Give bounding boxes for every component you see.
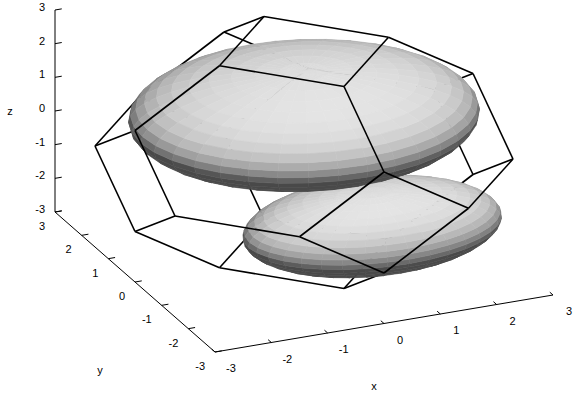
svg-text:z: z — [7, 105, 13, 117]
svg-text:0: 0 — [397, 334, 403, 346]
svg-text:-2: -2 — [35, 169, 45, 181]
svg-text:-1: -1 — [339, 343, 349, 355]
svg-text:x: x — [371, 380, 377, 392]
svg-text:2: 2 — [66, 243, 72, 255]
svg-text:3: 3 — [39, 220, 45, 232]
svg-text:3: 3 — [39, 1, 45, 13]
svg-text:-1: -1 — [142, 313, 152, 325]
svg-text:1: 1 — [92, 267, 98, 279]
svg-text:-3: -3 — [35, 203, 45, 215]
svg-text:0: 0 — [119, 290, 125, 302]
svg-text:1: 1 — [39, 68, 45, 80]
svg-text:2: 2 — [510, 315, 516, 327]
svg-text:3: 3 — [566, 305, 572, 317]
svg-text:-3: -3 — [226, 362, 236, 374]
svg-text:-2: -2 — [282, 353, 292, 365]
svg-text:2: 2 — [39, 35, 45, 47]
svg-text:1: 1 — [453, 324, 459, 336]
svg-text:-1: -1 — [35, 136, 45, 148]
svg-text:-3: -3 — [195, 360, 205, 372]
svg-text:-2: -2 — [169, 337, 179, 349]
svg-text:0: 0 — [39, 102, 45, 114]
svg-text:y: y — [97, 364, 103, 376]
